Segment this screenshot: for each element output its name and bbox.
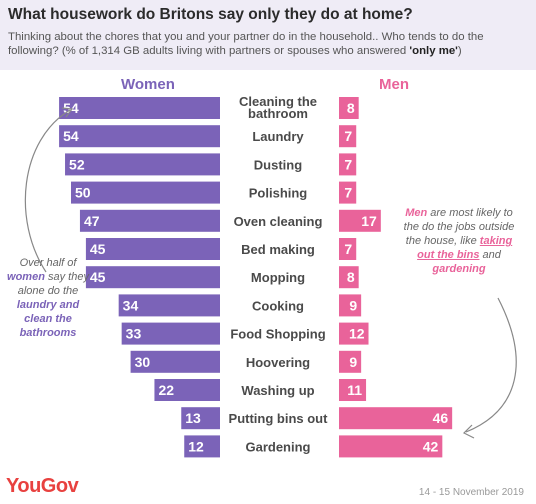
women-bar <box>130 350 220 373</box>
men-bar <box>339 322 369 345</box>
women-bar <box>118 294 220 317</box>
men-value-label: 7 <box>344 156 352 172</box>
men-annotation: Men are most likely to the do the jobs o… <box>400 206 518 276</box>
note-highlight: Men <box>405 207 428 219</box>
women-arrow-head <box>61 107 74 118</box>
men-arrow-head <box>462 424 475 439</box>
women-bar <box>59 97 220 119</box>
survey-date: 14 - 15 November 2019 <box>418 487 524 498</box>
women-bar <box>79 209 220 232</box>
women-value-label: 33 <box>126 326 142 342</box>
women-bar <box>71 181 220 204</box>
women-value-label: 30 <box>135 354 151 370</box>
men-value-label: 42 <box>423 438 439 454</box>
category-label: Polishing <box>249 186 308 201</box>
men-value-label: 46 <box>433 410 449 426</box>
men-bar <box>339 181 357 204</box>
women-bar <box>154 379 220 401</box>
women-value-label: 54 <box>63 128 79 144</box>
men-bar <box>339 350 362 373</box>
category-label: Putting bins out <box>229 411 329 426</box>
category-label: Laundry <box>252 129 304 144</box>
women-value-label: 45 <box>90 241 106 257</box>
yougov-logo: YouGov <box>6 475 79 497</box>
men-bar <box>339 407 453 430</box>
note-highlight: laundry and clean the bathrooms <box>16 299 80 339</box>
note-text: and <box>479 249 501 261</box>
note-text: are most likely to the do the jobs outsi… <box>403 207 515 247</box>
note-text: Over half of <box>19 257 77 269</box>
page-title: What housework do Britons say only they … <box>8 6 413 23</box>
women-bar <box>85 266 221 289</box>
women-value-label: 50 <box>75 185 91 201</box>
note-highlight: gardening <box>432 263 486 275</box>
women-value-label: 52 <box>69 156 85 172</box>
men-value-label: 9 <box>349 354 357 370</box>
women-value-label: 34 <box>123 297 139 313</box>
men-bar <box>339 97 359 119</box>
men-bar <box>339 266 359 289</box>
men-value-label: 7 <box>344 185 352 201</box>
men-bar <box>339 153 357 176</box>
men-value-label: 11 <box>347 382 362 398</box>
women-annotation: Over half of women say they alone do the… <box>4 256 92 340</box>
men-value-label: 9 <box>349 297 357 313</box>
subtitle-highlight: 'only me' <box>409 45 458 57</box>
men-bar <box>339 238 357 260</box>
men-bar <box>339 125 357 148</box>
women-bar <box>85 238 221 260</box>
women-column-header: Women <box>121 76 175 93</box>
category-label: Bed making <box>241 242 315 257</box>
women-value-label: 45 <box>90 269 106 285</box>
category-label: Dusting <box>254 157 302 172</box>
men-value-label: 7 <box>344 241 352 257</box>
women-value-label: 22 <box>158 382 174 398</box>
category-label: Gardening <box>245 439 310 454</box>
note-text: say they alone do the <box>17 271 89 297</box>
men-bar <box>339 435 443 458</box>
men-arrow-curve <box>465 297 517 433</box>
women-value-label: 13 <box>185 410 201 426</box>
note-highlight: women <box>7 271 45 283</box>
header-band: What housework do Britons say only they … <box>0 0 536 70</box>
women-bar <box>184 435 220 458</box>
category-label: Cleaning the bathroom <box>239 94 317 121</box>
women-bar <box>65 153 220 176</box>
men-value-label: 17 <box>361 213 377 229</box>
women-bar <box>121 322 220 345</box>
men-value-label: 12 <box>349 326 365 342</box>
women-value-label: 47 <box>84 213 100 229</box>
subtitle-text: Thinking about the chores that you and y… <box>8 31 484 57</box>
women-value-label: 12 <box>188 438 204 454</box>
men-bar <box>339 294 362 317</box>
category-label: Oven cleaning <box>234 214 323 229</box>
category-label: Hoovering <box>246 355 310 370</box>
note-highlight: taking out the bins <box>417 235 513 261</box>
category-label: Cooking <box>252 298 304 313</box>
women-bar <box>59 125 220 148</box>
category-label: Washing up <box>241 383 314 398</box>
women-arrow-curve <box>24 109 71 273</box>
men-value-label: 8 <box>347 100 355 116</box>
men-value-label: 8 <box>347 269 355 285</box>
page-subtitle: Thinking about the chores that you and y… <box>8 30 528 58</box>
men-bar <box>339 379 367 401</box>
men-column-header: Men <box>379 76 409 93</box>
women-bar <box>181 407 220 430</box>
men-value-label: 7 <box>344 128 352 144</box>
category-label: Food Shopping <box>230 327 325 342</box>
subtitle-end: ) <box>457 45 462 57</box>
category-label: Mopping <box>251 270 305 285</box>
men-bar <box>339 209 381 232</box>
